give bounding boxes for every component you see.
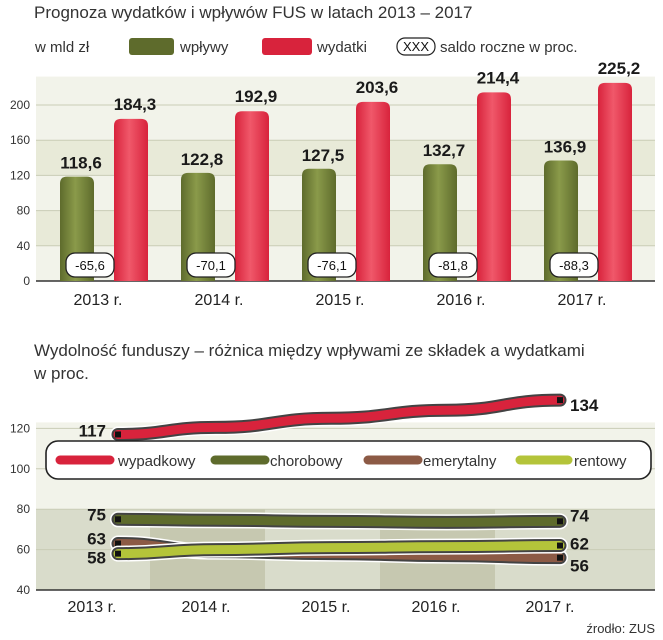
legend-inflow-label: wpływy — [179, 39, 229, 56]
saldo-value-label: -76,1 — [317, 258, 347, 273]
legend-saldo-box — [396, 37, 436, 56]
inflow-value-label: 127,5 — [302, 146, 345, 165]
top-y-tick-label: 80 — [17, 204, 31, 218]
top-y-tick-label: 40 — [17, 239, 31, 253]
top-x-category-label: 2016 r. — [437, 292, 486, 309]
bottom-y-tick-label: 100 — [10, 462, 30, 476]
wypadkowy-end-label: 134 — [570, 396, 599, 415]
chorobowy-start-marker — [115, 516, 121, 523]
emerytalny-start-label: 63 — [87, 530, 106, 549]
emerytalny-end-marker — [557, 554, 563, 561]
unit-label: w mld zł — [34, 39, 90, 56]
bottom-y-tick-label: 120 — [10, 421, 30, 435]
bottom-y-tick-label: 40 — [17, 583, 31, 597]
bottom-x-category-label: 2017 r. — [526, 599, 575, 616]
legend-chorobowy-label: chorobowy — [270, 453, 343, 470]
top-bars: 118,6 184,3 -65,6 122,8 192,9 -70,1 127,5 203,6… — [60, 59, 640, 281]
bottom-x-axis: 2013 r. 2014 r. 2015 r. 2016 r. 2017 r. — [68, 599, 575, 616]
top-x-category-label: 2014 r. — [195, 292, 244, 309]
top-x-category-label: 2015 r. — [316, 292, 365, 309]
source-note: źrodło: ZUS — [586, 621, 655, 636]
saldo-value-label: -88,3 — [559, 258, 589, 273]
top-y-tick-label: 200 — [10, 98, 30, 112]
expense-bar — [114, 118, 148, 281]
saldo-value-label: -65,6 — [75, 258, 105, 273]
bottom-chart-title-line2: w proc. — [33, 364, 89, 383]
rentowy-end-label: 62 — [570, 535, 589, 554]
emerytalny-start-marker — [115, 540, 121, 547]
inflow-value-label: 118,6 — [60, 154, 102, 173]
legend-wypadkowy-label: wypadkowy — [117, 453, 196, 470]
inflow-bar — [423, 164, 457, 281]
legend-emerytalny-label: emerytalny — [423, 453, 497, 470]
emerytalny-end-label: 56 — [570, 557, 589, 576]
bottom-y-tick-label: 60 — [17, 543, 31, 557]
expense-bar — [356, 101, 390, 281]
bottom-x-category-label: 2014 r. — [182, 599, 231, 616]
legend-saldo-label: saldo roczne w proc. — [440, 39, 578, 56]
rentowy-line — [113, 541, 565, 559]
bottom-legend: wypadkowy chorobowy emerytalny rentowy — [45, 440, 652, 480]
expense-value-label: 184,3 — [114, 95, 157, 114]
bottom-x-category-label: 2016 r. — [412, 599, 461, 616]
chorobowy-line — [113, 514, 565, 527]
expense-bar — [477, 92, 511, 281]
bottom-x-category-label: 2015 r. — [302, 599, 351, 616]
wypadkowy-end-marker — [557, 397, 563, 404]
saldo-value-label: -70,1 — [196, 258, 226, 273]
rentowy-end-marker — [557, 542, 563, 549]
expense-bar — [598, 82, 632, 281]
wypadkowy-start-label: 117 — [79, 421, 106, 440]
saldo-box — [65, 252, 115, 278]
legend-expense-label: wydatki — [316, 39, 367, 56]
inflow-value-label: 122,8 — [181, 150, 224, 169]
saldo-value-label: -81,8 — [438, 258, 468, 273]
saldo-box — [186, 252, 236, 278]
rentowy-start-marker — [115, 550, 121, 557]
bottom-lines: 117 134 75 74 63 56 58 62 — [79, 392, 599, 576]
inflow-bar — [544, 160, 578, 281]
saldo-box — [307, 252, 357, 278]
expense-value-label: 225,2 — [598, 59, 641, 78]
inflow-value-label: 132,7 — [423, 141, 466, 160]
top-y-tick-label: 0 — [23, 274, 30, 288]
rentowy-start-label: 58 — [87, 549, 106, 568]
expense-value-label: 192,9 — [235, 87, 278, 106]
wypadkowy-start-marker — [115, 431, 121, 438]
saldo-box — [549, 252, 599, 278]
saldo-box — [428, 252, 478, 278]
expense-bar — [235, 111, 269, 281]
legend-expense-swatch — [262, 38, 312, 55]
top-x-category-label: 2017 r. — [558, 292, 607, 309]
bottom-chart-title-line1: Wydolność funduszy – różnica między wpły… — [34, 341, 585, 360]
legend-inflow-swatch — [129, 38, 174, 55]
legend-saldo-box-text: XXX — [403, 39, 429, 54]
bottom-y-tick-label: 80 — [17, 502, 31, 516]
top-y-tick-label: 160 — [10, 133, 30, 147]
top-legend: w mld zł wpływy wydatki XXX saldo roczne… — [34, 37, 578, 56]
top-x-category-label: 2013 r. — [74, 292, 123, 309]
chorobowy-end-label: 74 — [570, 506, 589, 525]
wypadkowy-line — [113, 395, 565, 439]
top-chart-title: Prognoza wydatków i wpływów FUS w latach… — [34, 3, 472, 22]
legend-rentowy-label: rentowy — [574, 453, 627, 470]
chorobowy-end-marker — [557, 518, 563, 525]
top-y-tick-label: 120 — [10, 168, 30, 182]
expense-value-label: 203,6 — [356, 78, 399, 97]
chorobowy-start-label: 75 — [87, 505, 106, 524]
bottom-x-category-label: 2013 r. — [68, 599, 117, 616]
bottom-legend-box — [45, 440, 652, 480]
inflow-value-label: 136,9 — [544, 138, 587, 157]
top-x-axis: 2013 r. 2014 r. 2015 r. 2016 r. 2017 r. — [74, 292, 607, 309]
expense-value-label: 214,4 — [477, 68, 520, 87]
